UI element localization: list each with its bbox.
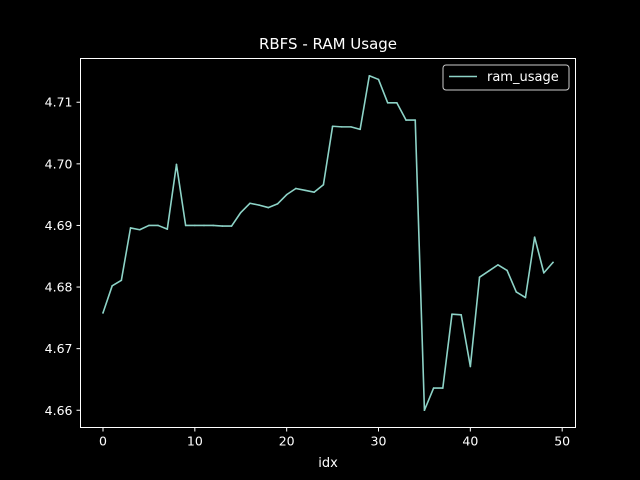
y-tick-label: 4.71	[45, 95, 73, 110]
series-points	[102, 74, 554, 412]
x-axis: 0 10 20 30 40 50	[99, 427, 570, 449]
data-point	[386, 102, 389, 104]
data-point	[497, 264, 499, 266]
data-point	[111, 285, 113, 287]
data-point	[350, 126, 352, 128]
data-point	[285, 193, 288, 196]
data-point	[148, 224, 150, 227]
data-point	[414, 119, 417, 121]
data-point	[267, 206, 270, 209]
data-point	[184, 224, 187, 227]
data-point	[230, 225, 233, 227]
data-point	[166, 228, 169, 230]
data-point	[138, 228, 141, 231]
series-line-ram-usage	[102, 74, 554, 412]
y-tick-label: 4.67	[45, 341, 73, 356]
data-point	[377, 78, 380, 81]
data-point	[552, 261, 554, 264]
x-axis-label: idx	[318, 456, 338, 471]
data-point	[203, 224, 205, 227]
data-point	[524, 296, 527, 299]
data-point	[331, 125, 334, 128]
y-tick-label: 4.66	[45, 403, 73, 418]
x-tick-label: 10	[187, 434, 203, 449]
data-point	[478, 276, 481, 278]
data-point	[295, 187, 297, 190]
x-tick-label: 30	[371, 434, 387, 449]
y-axis: 4.66 4.67 4.68 4.69 4.70 4.71	[45, 95, 81, 418]
data-point	[506, 269, 508, 272]
data-point	[432, 387, 435, 389]
data-point	[423, 409, 426, 412]
data-point	[451, 313, 453, 315]
data-point	[258, 204, 260, 206]
data-point	[460, 313, 462, 316]
data-point	[194, 224, 196, 227]
data-point	[396, 102, 398, 104]
data-point	[543, 272, 545, 274]
plot-area	[80, 58, 576, 428]
data-point	[304, 189, 306, 192]
y-tick-label: 4.70	[45, 156, 73, 171]
data-point	[515, 291, 518, 293]
legend-box	[442, 64, 570, 91]
legend-label-ram-usage: ram_usage	[487, 70, 559, 85]
data-point	[276, 203, 279, 205]
data-point	[120, 279, 123, 282]
y-tick-label: 4.69	[45, 218, 73, 233]
data-point	[322, 183, 325, 186]
data-point	[487, 270, 490, 272]
data-point	[175, 163, 178, 166]
data-point	[368, 74, 371, 77]
data-point	[469, 365, 472, 368]
data-point	[221, 225, 224, 227]
data-point	[239, 211, 242, 214]
data-point	[533, 236, 536, 238]
data-point	[405, 119, 407, 121]
data-point	[157, 224, 159, 227]
x-tick-label: 50	[554, 434, 570, 449]
data-point	[359, 128, 361, 131]
y-tick-label: 4.68	[45, 280, 73, 295]
chart-title: RBFS - RAM Usage	[259, 35, 397, 53]
data-point	[442, 387, 444, 389]
data-point	[212, 224, 214, 227]
x-tick-label: 0	[99, 434, 107, 449]
legend: ram_usage	[442, 64, 570, 91]
data-point	[340, 126, 343, 128]
data-point	[129, 227, 132, 229]
x-tick-label: 20	[279, 434, 295, 449]
data-point	[249, 202, 251, 205]
data-point	[313, 191, 316, 193]
data-point	[102, 312, 104, 314]
x-tick-label: 40	[462, 434, 478, 449]
